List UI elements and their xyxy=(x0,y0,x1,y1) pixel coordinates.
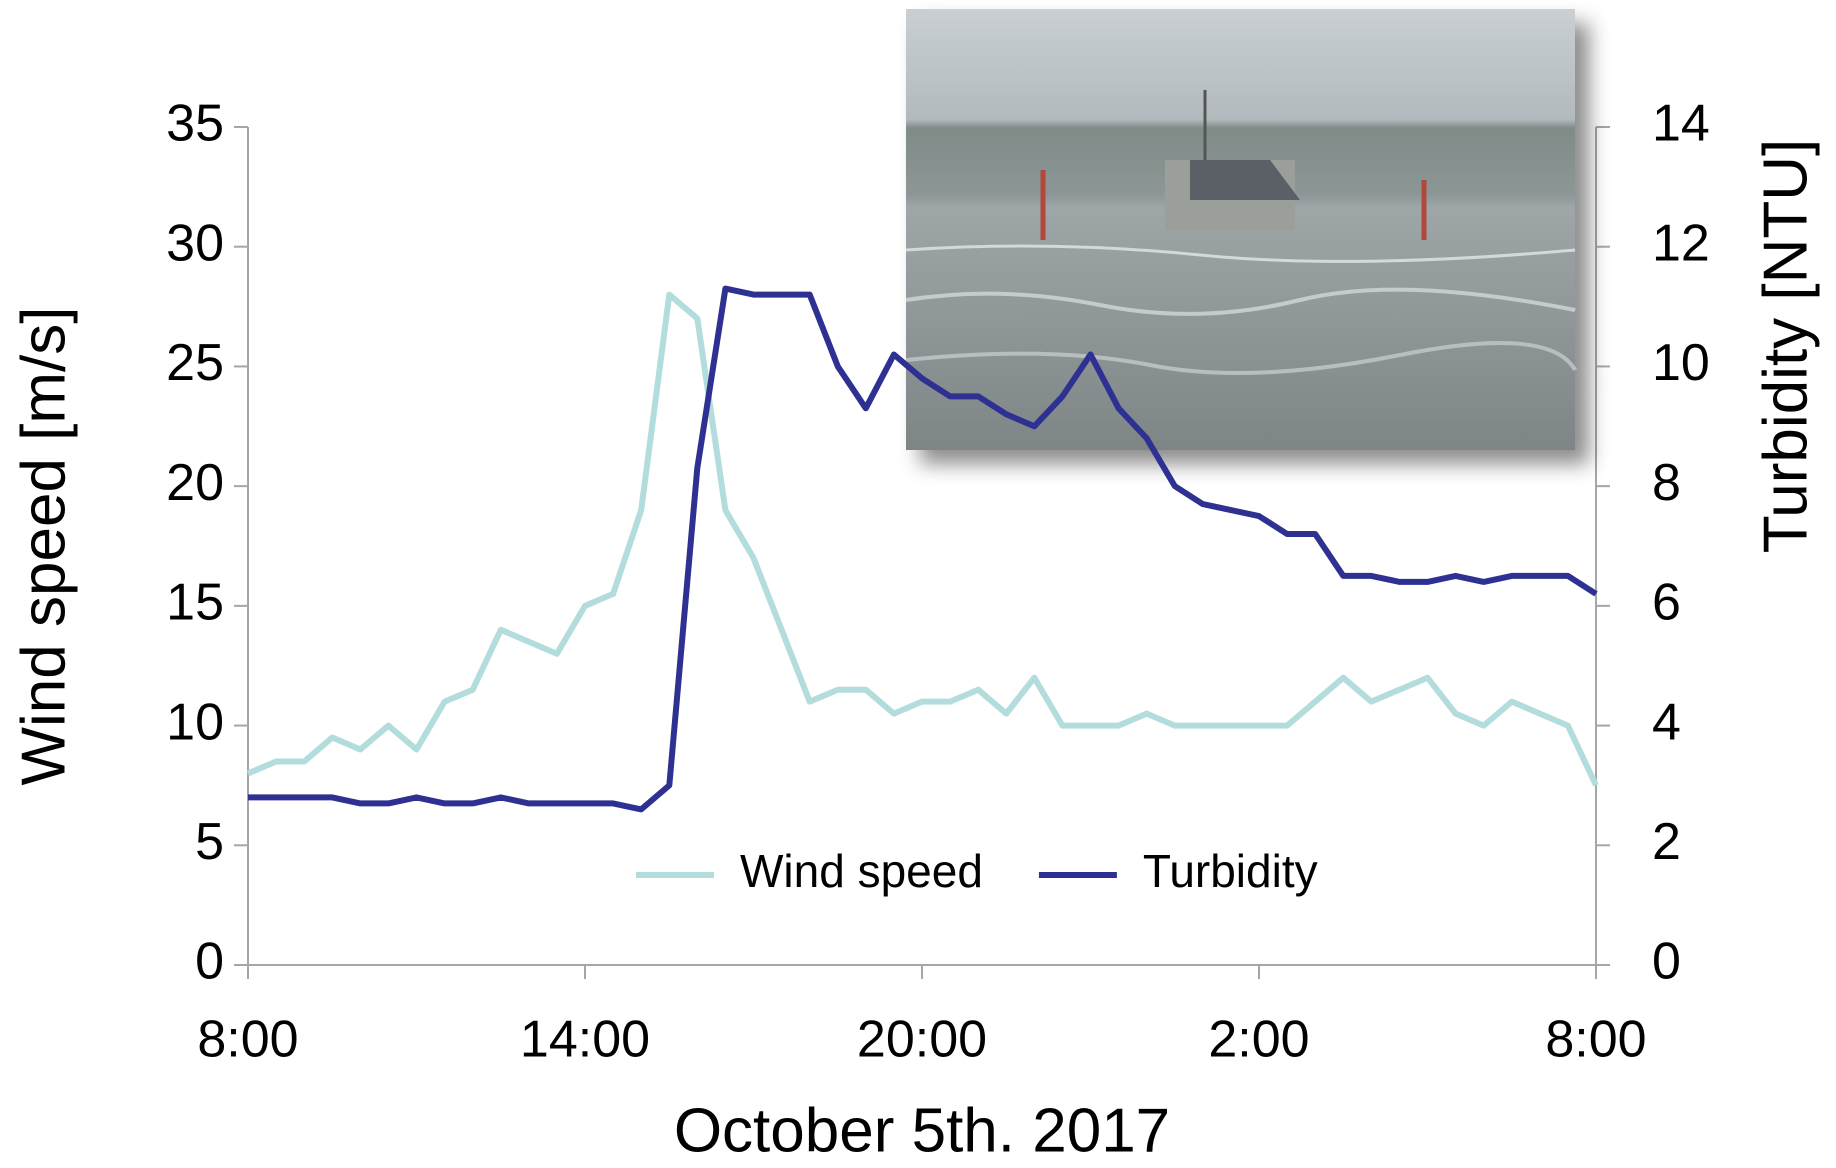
y2-tick-label: 12 xyxy=(1652,214,1710,272)
y2-tick-label: 14 xyxy=(1652,95,1710,153)
y-tick-label: 5 xyxy=(195,813,224,871)
y-tick-label: 30 xyxy=(166,214,224,272)
x-tick-label: 8:00 xyxy=(1545,1011,1646,1069)
legend-label: Turbidity xyxy=(1143,845,1318,897)
y-tick-label: 0 xyxy=(195,933,224,991)
y-tick-label: 15 xyxy=(166,574,224,632)
inset-photo xyxy=(905,9,1577,450)
y-tick-label: 25 xyxy=(166,334,224,392)
y2-tick-label: 0 xyxy=(1652,933,1681,991)
x-tick-label: 2:00 xyxy=(1208,1011,1309,1069)
x-tick-label: 8:00 xyxy=(197,1011,298,1069)
y2-tick-label: 8 xyxy=(1652,454,1681,512)
y2-tick-label: 2 xyxy=(1652,813,1681,871)
y2-tick-label: 4 xyxy=(1652,693,1681,751)
legend-label: Wind speed xyxy=(740,845,983,897)
x-axis-title: October 5th. 2017 xyxy=(674,1096,1170,1165)
x-tick-label: 14:00 xyxy=(520,1011,650,1069)
y-tick-label: 20 xyxy=(166,454,224,512)
y-tick-label: 10 xyxy=(166,693,224,751)
x-tick-label: 20:00 xyxy=(857,1011,987,1069)
series-line xyxy=(248,285,1598,813)
y2-tick-label: 10 xyxy=(1652,334,1710,392)
y-tick-label: 35 xyxy=(166,95,224,153)
y2-axis-title: Turbidity [NTU] xyxy=(1751,139,1820,554)
y-axis-title: Wind speed [m/s] xyxy=(9,307,78,786)
y2-tick-label: 6 xyxy=(1652,574,1681,632)
series-line xyxy=(246,291,1599,787)
